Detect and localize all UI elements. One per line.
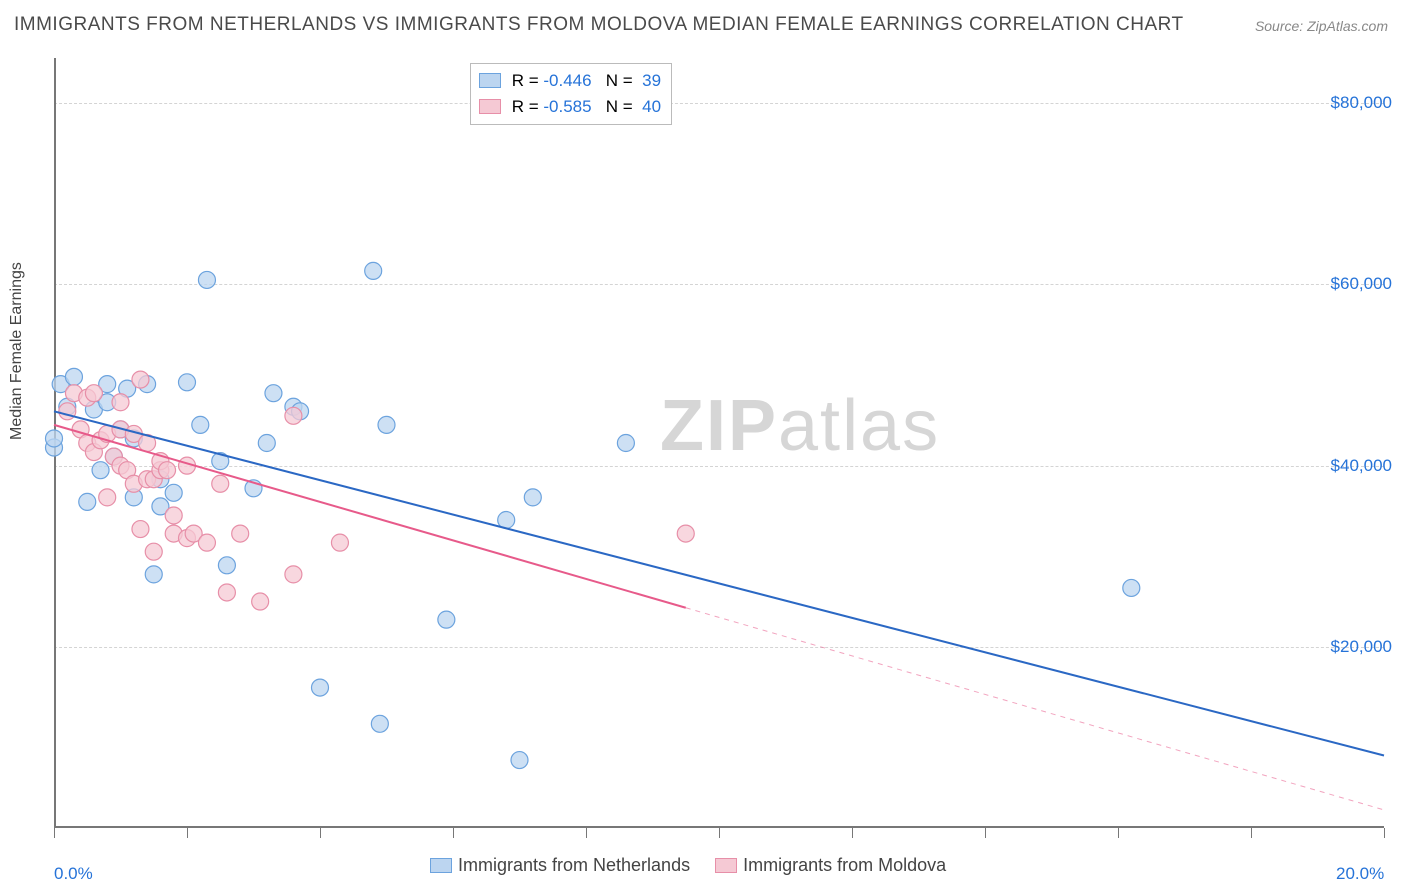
scatter-point-netherlands	[258, 435, 275, 452]
y-tick-label: $20,000	[1331, 637, 1392, 657]
scatter-point-netherlands	[524, 489, 541, 506]
scatter-point-netherlands	[145, 566, 162, 583]
y-axis-label: Median Female Earnings	[8, 262, 26, 440]
y-tick-label: $80,000	[1331, 93, 1392, 113]
scatter-point-moldova	[232, 525, 249, 542]
scatter-point-moldova	[285, 566, 302, 583]
legend-swatch-moldova	[479, 99, 501, 114]
legend-swatch-netherlands	[479, 73, 501, 88]
scatter-point-moldova	[252, 593, 269, 610]
x-tick	[719, 828, 720, 838]
scatter-point-netherlands	[198, 271, 215, 288]
x-axis-end-label: 20.0%	[1336, 864, 1384, 884]
scatter-point-netherlands	[92, 462, 109, 479]
scatter-point-netherlands	[46, 430, 63, 447]
legend-row-netherlands: R = -0.446 N = 39	[479, 68, 661, 94]
x-axis-start-label: 0.0%	[54, 864, 93, 884]
scatter-point-moldova	[285, 407, 302, 424]
plot-svg	[54, 58, 1384, 828]
legend-swatch-netherlands-bottom	[430, 858, 452, 873]
scatter-point-netherlands	[438, 611, 455, 628]
regression-line-dashed-moldova	[686, 608, 1384, 810]
scatter-point-netherlands	[371, 715, 388, 732]
x-tick	[1251, 828, 1252, 838]
scatter-point-netherlands	[65, 368, 82, 385]
scatter-point-netherlands	[165, 484, 182, 501]
r-value-netherlands: -0.446	[543, 71, 591, 90]
regression-line-netherlands	[54, 411, 1384, 755]
scatter-point-netherlands	[365, 262, 382, 279]
scatter-point-moldova	[145, 543, 162, 560]
legend-row-moldova: R = -0.585 N = 40	[479, 94, 661, 120]
scatter-point-netherlands	[312, 679, 329, 696]
scatter-point-moldova	[99, 489, 116, 506]
x-tick	[320, 828, 321, 838]
scatter-point-moldova	[165, 507, 182, 524]
scatter-point-netherlands	[378, 416, 395, 433]
legend-swatch-moldova-bottom	[715, 858, 737, 873]
scatter-point-netherlands	[179, 374, 196, 391]
n-value-netherlands: 39	[642, 71, 661, 90]
scatter-point-netherlands	[511, 752, 528, 769]
x-tick	[985, 828, 986, 838]
x-tick	[586, 828, 587, 838]
legend-label-moldova: Immigrants from Moldova	[743, 855, 946, 875]
x-tick	[453, 828, 454, 838]
scatter-point-moldova	[677, 525, 694, 542]
x-tick	[187, 828, 188, 838]
scatter-point-moldova	[331, 534, 348, 551]
scatter-point-netherlands	[265, 385, 282, 402]
source-attribution: Source: ZipAtlas.com	[1255, 18, 1388, 34]
x-tick	[54, 828, 55, 838]
legend-correlation: R = -0.446 N = 39 R = -0.585 N = 40	[470, 63, 672, 125]
scatter-point-moldova	[218, 584, 235, 601]
scatter-point-netherlands	[1123, 579, 1140, 596]
scatter-point-moldova	[132, 371, 149, 388]
scatter-point-moldova	[159, 462, 176, 479]
scatter-point-moldova	[85, 385, 102, 402]
scatter-point-moldova	[198, 534, 215, 551]
x-tick	[1118, 828, 1119, 838]
scatter-point-moldova	[112, 394, 129, 411]
scatter-point-netherlands	[192, 416, 209, 433]
scatter-point-moldova	[212, 475, 229, 492]
x-tick	[852, 828, 853, 838]
n-value-moldova: 40	[642, 97, 661, 116]
legend-series: Immigrants from Netherlands Immigrants f…	[430, 855, 946, 876]
r-value-moldova: -0.585	[543, 97, 591, 116]
scatter-point-moldova	[132, 521, 149, 538]
y-tick-label: $40,000	[1331, 456, 1392, 476]
legend-label-netherlands: Immigrants from Netherlands	[458, 855, 690, 875]
x-tick	[1384, 828, 1385, 838]
y-tick-label: $60,000	[1331, 274, 1392, 294]
scatter-point-netherlands	[79, 493, 96, 510]
scatter-point-netherlands	[617, 435, 634, 452]
scatter-point-netherlands	[218, 557, 235, 574]
chart-title: IMMIGRANTS FROM NETHERLANDS VS IMMIGRANT…	[14, 14, 1184, 36]
